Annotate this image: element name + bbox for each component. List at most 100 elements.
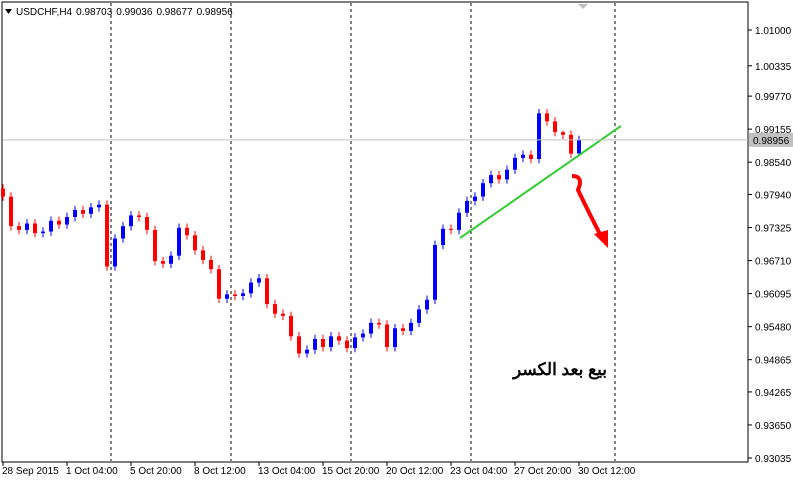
candle-body — [169, 255, 173, 264]
menu-arrow[interactable] — [5, 9, 12, 14]
candle-body — [529, 154, 533, 159]
shift-marker — [578, 4, 588, 9]
title-close: 0.98956 — [197, 7, 234, 18]
x-tick-label: 13 Oct 04:00 — [258, 466, 316, 477]
annotation: بيع بعد الكسر — [511, 360, 607, 380]
candle-body — [249, 282, 253, 294]
candle-body — [497, 175, 501, 180]
candle-body — [289, 315, 293, 337]
candle-body — [193, 235, 197, 251]
candle-body — [345, 340, 349, 349]
candle-body — [113, 238, 117, 267]
candle-body — [57, 220, 61, 225]
candle-body — [561, 132, 565, 135]
price-box — [749, 132, 793, 147]
vertical-grid — [110, 3, 616, 461]
candle-body — [425, 299, 429, 310]
y-tick-label: 0.96095 — [755, 290, 792, 301]
title-open: 0.98703 — [76, 7, 113, 18]
candle-body — [177, 227, 181, 256]
candle-body — [465, 200, 469, 213]
candle-body — [433, 244, 437, 300]
x-tick-label: 20 Oct 12:00 — [386, 466, 444, 477]
candle-body — [9, 196, 13, 227]
candle-body — [329, 336, 333, 348]
candle-body — [185, 227, 189, 236]
candle-body — [297, 336, 301, 354]
y-tick-label: 0.93035 — [755, 454, 792, 465]
y-tick-label: 0.95480 — [755, 323, 792, 334]
candle-body — [481, 183, 485, 197]
plot-frame — [1, 1, 749, 463]
candle-body — [49, 220, 53, 232]
candle-body — [385, 324, 389, 348]
x-tick-label: 23 Oct 04:00 — [450, 466, 508, 477]
candle-body — [25, 223, 29, 230]
candle-body — [161, 261, 165, 264]
candle-body — [393, 328, 397, 348]
x-tick-label: 28 Sep 2015 — [2, 466, 59, 477]
candle-body — [273, 304, 277, 314]
price-label: 0.98956 — [753, 136, 790, 147]
candle-body — [201, 250, 205, 261]
y-tick-label: 0.94865 — [755, 356, 792, 367]
candle-body — [217, 269, 221, 299]
y-tick-label: 0.93650 — [755, 421, 792, 432]
candle-body — [241, 293, 245, 297]
y-tick-label: 0.98540 — [755, 158, 792, 169]
arrow — [571, 174, 604, 239]
candle-body — [225, 294, 229, 299]
candle-body — [153, 229, 157, 262]
x-tick-label: 5 Oct 20:00 — [130, 466, 182, 477]
candle-body — [449, 228, 453, 230]
candle-body — [545, 113, 549, 122]
y-tick-label: 0.97325 — [755, 223, 792, 234]
candle-body — [577, 139, 581, 154]
candle-body — [265, 278, 269, 305]
candle-body — [33, 223, 37, 234]
y-tick-label: 1.00335 — [755, 62, 792, 73]
candle-body — [441, 228, 445, 245]
candle-body — [401, 328, 405, 331]
candle-body — [313, 338, 317, 350]
candle-body — [505, 169, 509, 180]
title-low: 0.98677 — [156, 7, 193, 18]
candle-body — [353, 337, 357, 349]
candle-body — [97, 204, 101, 208]
candle-body — [409, 322, 413, 331]
candle-body — [281, 313, 285, 316]
candle-body — [361, 333, 365, 338]
candle-body — [137, 215, 141, 218]
y-tick-label: 0.94265 — [755, 388, 792, 399]
candle-body — [129, 215, 133, 227]
candle-body — [89, 207, 93, 214]
candle-body — [473, 196, 477, 201]
candle-body — [369, 322, 373, 334]
candles — [1, 109, 581, 358]
candle-body — [321, 338, 325, 348]
candle-body — [257, 278, 261, 283]
x-tick-label: 27 Oct 20:00 — [514, 466, 572, 477]
candle-body — [17, 226, 21, 230]
candle-body — [337, 336, 341, 341]
x-tick-label: 1 Oct 04:00 — [66, 466, 118, 477]
candle-body — [1, 188, 5, 197]
symbol: USDCHF,H4 — [16, 7, 73, 18]
x-tick-label: 15 Oct 20:00 — [322, 466, 380, 477]
candle-body — [145, 217, 149, 230]
y-tick-label: 1.01000 — [755, 26, 792, 37]
candle-body — [209, 260, 213, 270]
candle-body — [73, 210, 77, 218]
candle-body — [537, 113, 541, 159]
x-tick-label: 8 Oct 12:00 — [194, 466, 246, 477]
title-high: 0.99036 — [116, 7, 153, 18]
candle-body — [305, 349, 309, 354]
arrow-head — [594, 230, 608, 248]
y-tick-label: 0.97940 — [755, 190, 792, 201]
candle-body — [569, 134, 573, 154]
y-tick-label: 0.96710 — [755, 257, 792, 268]
candle-body — [417, 309, 421, 323]
x-tick-label: 30 Oct 12:00 — [578, 466, 636, 477]
candle-body — [513, 157, 517, 170]
